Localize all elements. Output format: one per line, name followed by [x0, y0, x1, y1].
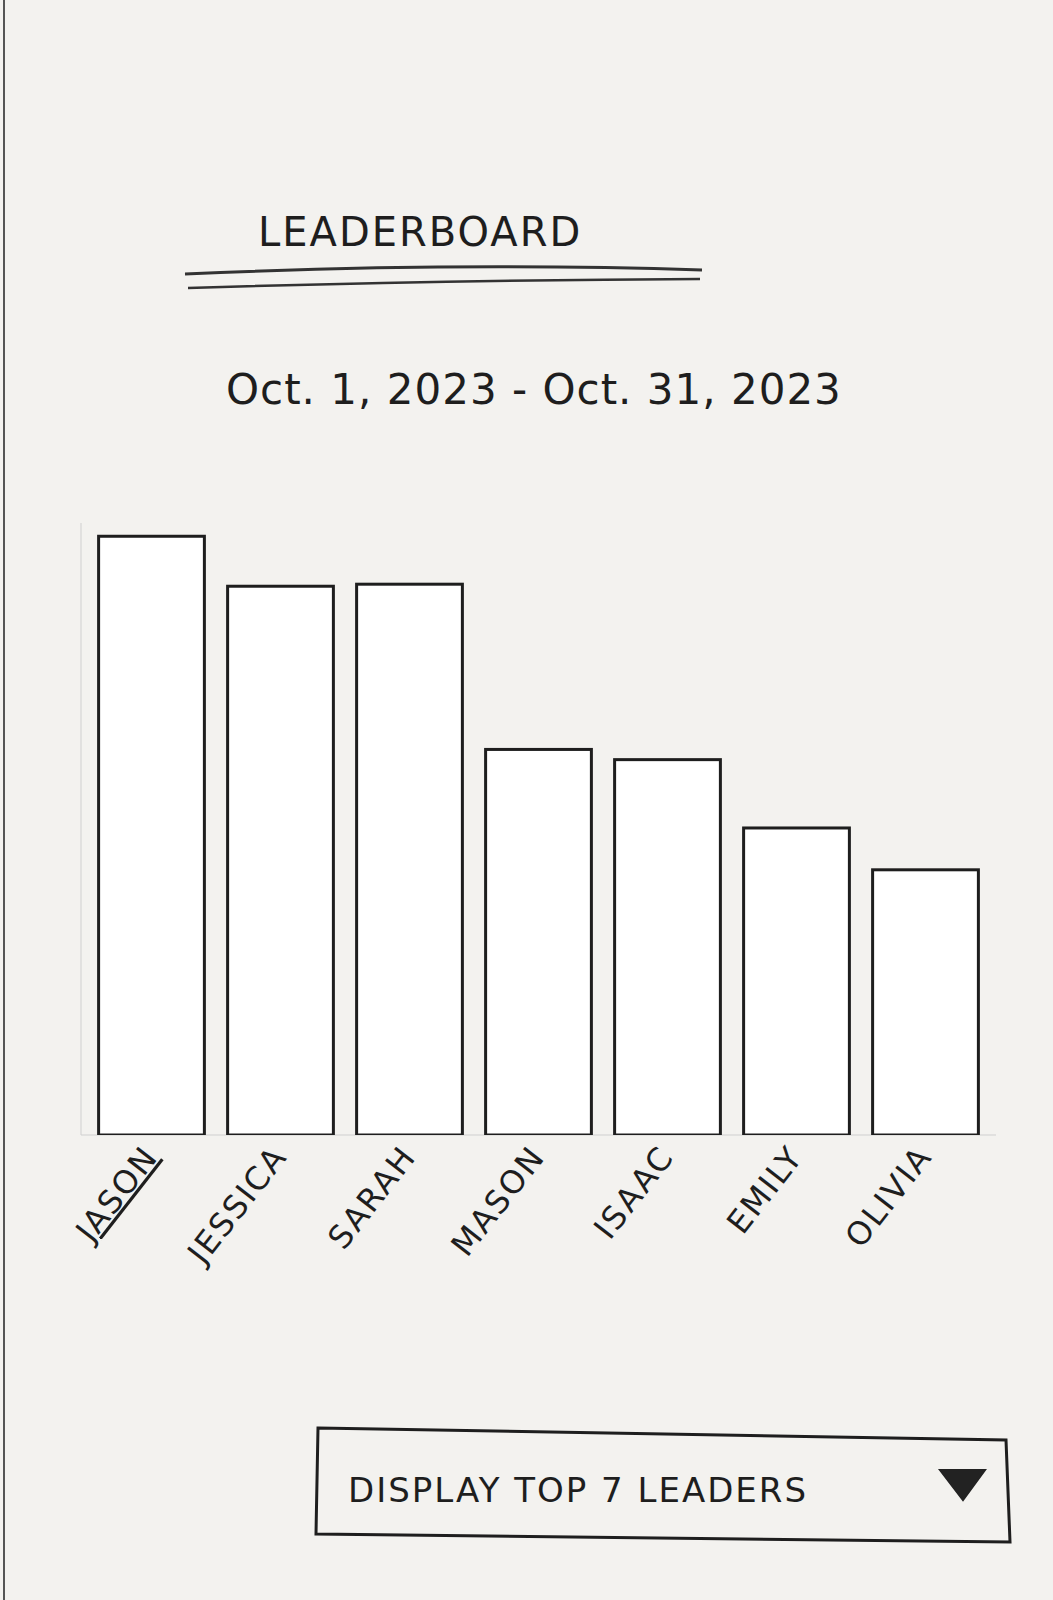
y-axis: [81, 523, 82, 1135]
bar: [228, 586, 334, 1135]
paper-edge: [3, 0, 5, 1600]
bar: [486, 749, 592, 1135]
title-underline: [188, 279, 700, 288]
dropdown[interactable]: DISPLAY TOP 7 LEADERS: [316, 1428, 1010, 1542]
category-label: SARAH: [320, 1139, 424, 1257]
bars: [99, 536, 979, 1135]
paper: [0, 0, 1053, 1600]
bar: [615, 760, 721, 1135]
title: LEADERBOARD: [258, 209, 582, 255]
category-label: JESSICA: [179, 1139, 295, 1273]
subtitle: Oct. 1, 2023 - Oct. 31, 2023: [226, 365, 842, 414]
title-underline: [185, 267, 702, 274]
bar: [357, 584, 463, 1135]
dropdown-box[interactable]: [316, 1428, 1010, 1542]
category-label: ISAAC: [586, 1139, 682, 1247]
dropdown-label[interactable]: DISPLAY TOP 7 LEADERS: [348, 1470, 808, 1510]
category-label: JASON: [67, 1139, 166, 1251]
bar: [744, 828, 850, 1135]
category-label: MASON: [443, 1139, 552, 1264]
bar: [99, 536, 205, 1135]
category-label: OLIVIA: [837, 1139, 939, 1255]
bar: [873, 870, 979, 1135]
page: LEADERBOARD Oct. 1, 2023 - Oct. 31, 2023 J…: [0, 0, 1053, 1600]
dropdown-arrow[interactable]: [940, 1470, 985, 1500]
category-label: EMILY: [719, 1139, 811, 1242]
